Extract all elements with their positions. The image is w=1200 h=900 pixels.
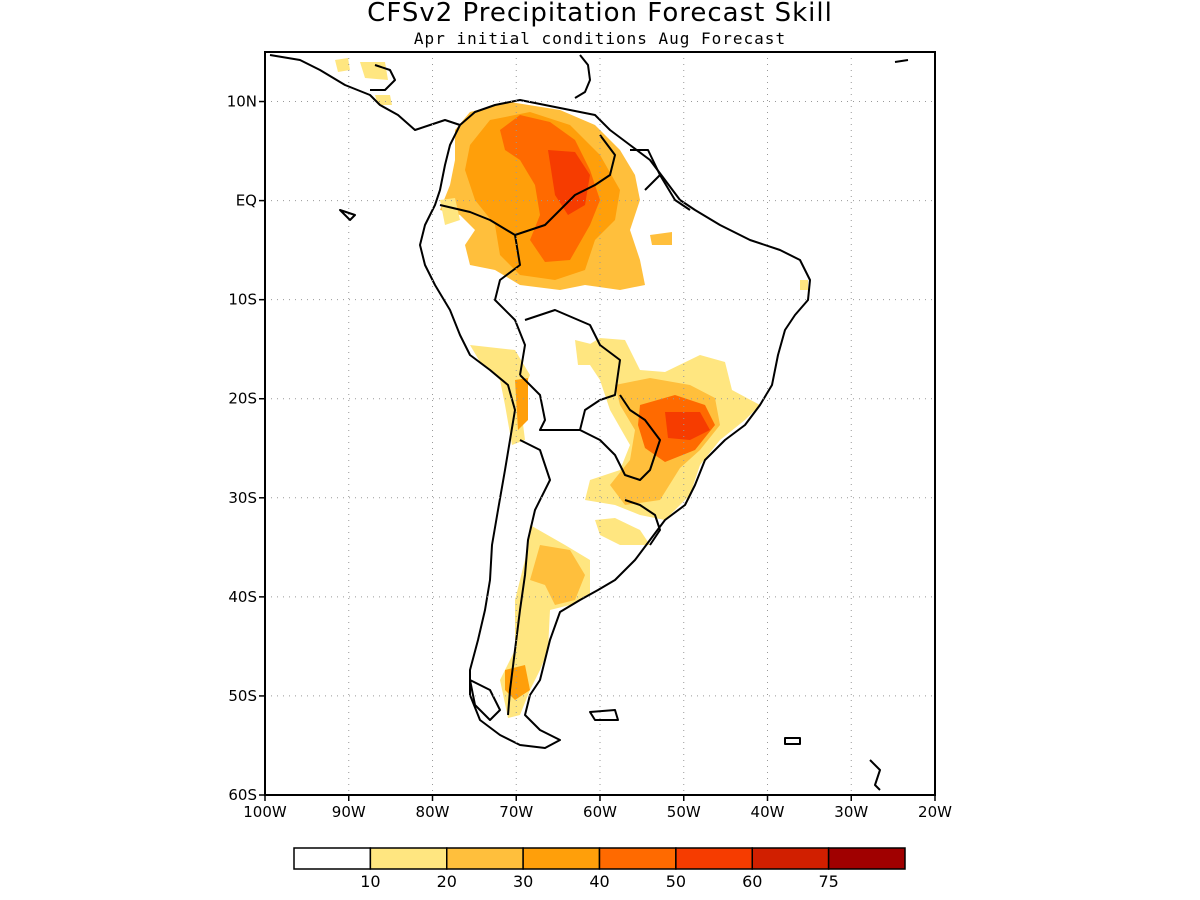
coastlines bbox=[269, 54, 909, 791]
skill-region-central-america bbox=[335, 58, 350, 72]
chart-title: CFSv2 Precipitation Forecast Skill bbox=[367, 0, 833, 28]
colorbar-label: 50 bbox=[666, 872, 686, 891]
colorbar-swatch bbox=[675, 847, 753, 870]
colorbar-label: 30 bbox=[513, 872, 533, 891]
lon-tick-label: 80W bbox=[416, 803, 450, 821]
skill-region-peru bbox=[470, 345, 530, 445]
lat-tick-label: 60S bbox=[228, 786, 257, 804]
lon-tick-label: 60W bbox=[583, 803, 617, 821]
skill-region-bolivia bbox=[575, 340, 595, 365]
skill-region-patagonia-mid bbox=[530, 545, 585, 605]
longitude-labels: 100W 90W 80W 70W 60W 50W 40W 30W 20W bbox=[243, 803, 952, 821]
skill-region-uruguay bbox=[595, 518, 650, 545]
skill-shading bbox=[335, 58, 808, 718]
colorbar-label: 20 bbox=[437, 872, 457, 891]
colorbar-swatch bbox=[293, 847, 372, 870]
skill-region-peru-mid bbox=[515, 378, 528, 430]
skill-region-south-brazil-peak bbox=[665, 412, 710, 440]
latitude-labels: 10N EQ 10S 20S 30S 40S 50S 60S bbox=[227, 93, 257, 804]
colorbar-label: 75 bbox=[818, 872, 838, 891]
lat-tick-label: EQ bbox=[236, 192, 257, 210]
lon-tick-label: 90W bbox=[332, 803, 366, 821]
colorbar-swatch bbox=[598, 847, 677, 870]
colorbar: 10 20 30 40 50 60 75 bbox=[293, 847, 906, 891]
colorbar-swatch bbox=[827, 847, 906, 870]
colorbar-label: 40 bbox=[589, 872, 609, 891]
lat-tick-label: 10N bbox=[227, 93, 257, 111]
lat-tick-label: 40S bbox=[228, 588, 257, 606]
lat-tick-label: 30S bbox=[228, 489, 257, 507]
lon-tick-label: 40W bbox=[751, 803, 785, 821]
lat-tick-label: 10S bbox=[228, 291, 257, 309]
colorbar-swatch bbox=[446, 847, 524, 870]
colorbar-swatch bbox=[369, 847, 448, 870]
lon-tick-label: 100W bbox=[243, 803, 287, 821]
skill-region-north-core bbox=[500, 115, 600, 262]
lon-tick-label: 30W bbox=[834, 803, 868, 821]
skill-region-central-america-3 bbox=[375, 95, 392, 105]
skill-region-north-yellow bbox=[440, 198, 460, 225]
lon-tick-label: 50W bbox=[667, 803, 701, 821]
lon-tick-label: 20W bbox=[918, 803, 952, 821]
map-frame bbox=[259, 51, 936, 801]
skill-region-ne-brazil bbox=[800, 280, 808, 290]
skill-region-central-america-2 bbox=[360, 62, 388, 80]
skill-region-north-peak bbox=[548, 150, 590, 215]
colorbar-label: 60 bbox=[742, 872, 762, 891]
lat-tick-label: 50S bbox=[228, 687, 257, 705]
lon-tick-label: 70W bbox=[499, 803, 533, 821]
colorbar-label: 10 bbox=[360, 872, 380, 891]
chart-subtitle: Apr initial conditions Aug Forecast bbox=[413, 29, 787, 48]
colorbar-swatch bbox=[522, 847, 601, 870]
lat-tick-label: 20S bbox=[228, 390, 257, 408]
colorbar-swatch bbox=[751, 847, 830, 870]
skill-region-north-small bbox=[650, 232, 672, 245]
